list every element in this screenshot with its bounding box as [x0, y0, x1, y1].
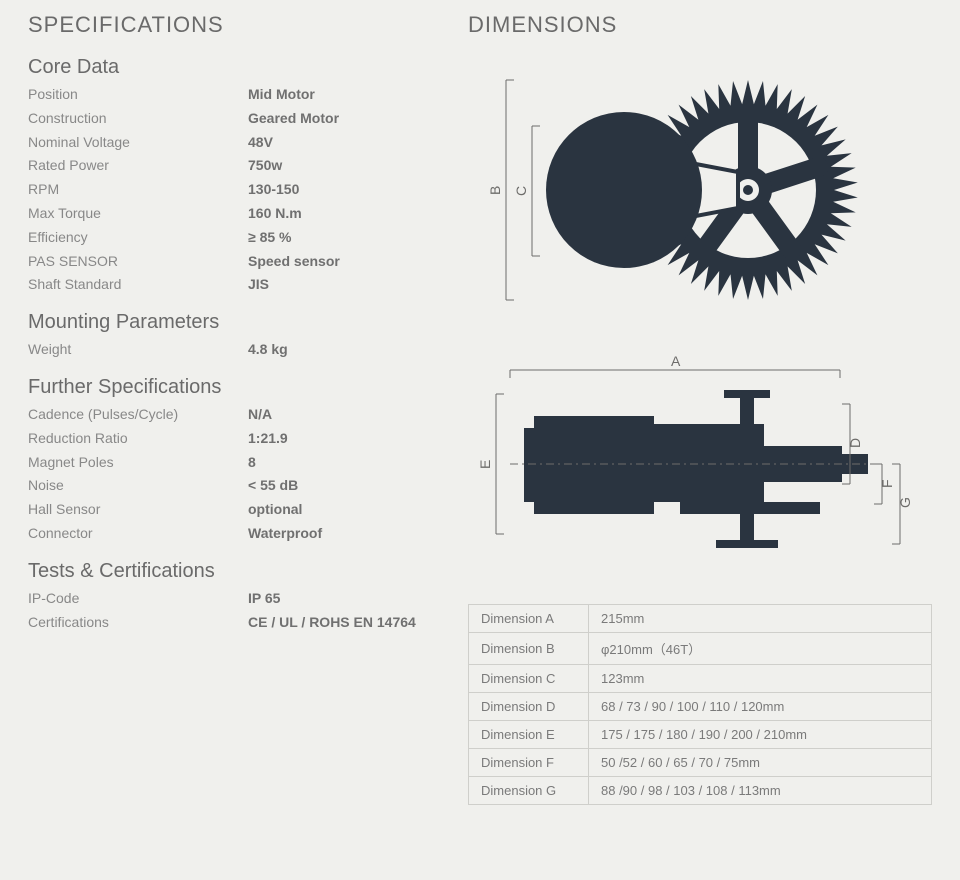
spec-value: Geared Motor: [248, 107, 438, 131]
spec-row: Shaft StandardJIS: [28, 273, 438, 297]
spec-label: Position: [28, 83, 248, 107]
svg-text:F: F: [879, 479, 895, 488]
spec-label: Magnet Poles: [28, 451, 248, 475]
spec-value: Mid Motor: [248, 83, 438, 107]
dim-value: 215mm: [589, 605, 932, 633]
svg-text:B: B: [490, 186, 503, 195]
mounting-heading: Mounting Parameters: [28, 311, 438, 334]
spec-label: IP-Code: [28, 587, 248, 611]
spec-label: Efficiency: [28, 226, 248, 250]
spec-row: Magnet Poles8: [28, 451, 438, 475]
spec-row: Cadence (Pulses/Cycle)N/A: [28, 403, 438, 427]
spec-label: Connector: [28, 522, 248, 546]
spec-value: < 55 dB: [248, 474, 438, 498]
dim-value: 68 / 73 / 90 / 100 / 110 / 120mm: [589, 693, 932, 721]
top-diagram: BC: [468, 56, 932, 324]
spec-label: Cadence (Pulses/Cycle): [28, 403, 248, 427]
table-row: Dimension F50 /52 / 60 / 65 / 70 / 75mm: [469, 749, 932, 777]
spec-label: Rated Power: [28, 154, 248, 178]
spec-row: PositionMid Motor: [28, 83, 438, 107]
dim-label: Dimension C: [469, 665, 589, 693]
spec-value: IP 65: [248, 587, 438, 611]
table-row: Dimension G88 /90 / 98 / 103 / 108 / 113…: [469, 777, 932, 805]
spec-row: CertificationsCE / UL / ROHS EN 14764: [28, 611, 438, 635]
dim-label: Dimension E: [469, 721, 589, 749]
table-row: Dimension C123mm: [469, 665, 932, 693]
spec-row: Weight4.8 kg: [28, 338, 438, 362]
spec-value: 8: [248, 451, 438, 475]
spec-label: Certifications: [28, 611, 248, 635]
svg-text:G: G: [897, 497, 913, 508]
dim-label: Dimension G: [469, 777, 589, 805]
spec-row: Nominal Voltage48V: [28, 131, 438, 155]
spec-label: Reduction Ratio: [28, 427, 248, 451]
table-row: Dimension E175 / 175 / 180 / 190 / 200 /…: [469, 721, 932, 749]
table-row: Dimension A215mm: [469, 605, 932, 633]
spec-value: Waterproof: [248, 522, 438, 546]
dim-label: Dimension D: [469, 693, 589, 721]
dimensions-column: DIMENSIONS BC AEDFG Dimension A215mm Dim…: [468, 12, 932, 805]
spec-row: Efficiency≥ 85 %: [28, 226, 438, 250]
spec-label: Construction: [28, 107, 248, 131]
spec-label: PAS SENSOR: [28, 250, 248, 274]
spec-label: RPM: [28, 178, 248, 202]
tests-heading: Tests & Certifications: [28, 560, 438, 583]
spec-row: ConstructionGeared Motor: [28, 107, 438, 131]
specifications-column: SPECIFICATIONS Core Data PositionMid Mot…: [28, 12, 438, 805]
dimensions-heading: DIMENSIONS: [468, 12, 932, 38]
dim-value: 123mm: [589, 665, 932, 693]
spec-label: Hall Sensor: [28, 498, 248, 522]
spec-value: 750w: [248, 154, 438, 178]
spec-row: Noise< 55 dB: [28, 474, 438, 498]
spec-row: Hall Sensoroptional: [28, 498, 438, 522]
dim-value: 50 /52 / 60 / 65 / 70 / 75mm: [589, 749, 932, 777]
dimension-table: Dimension A215mm Dimension Bφ210mm（46T） …: [468, 604, 932, 805]
spec-value: 1:21.9: [248, 427, 438, 451]
spec-value: 48V: [248, 131, 438, 155]
dim-value: 175 / 175 / 180 / 190 / 200 / 210mm: [589, 721, 932, 749]
spec-label: Weight: [28, 338, 248, 362]
dim-label: Dimension F: [469, 749, 589, 777]
table-row: Dimension Bφ210mm（46T）: [469, 633, 932, 665]
spec-row: RPM130-150: [28, 178, 438, 202]
dim-value: 88 /90 / 98 / 103 / 108 / 113mm: [589, 777, 932, 805]
spec-label: Shaft Standard: [28, 273, 248, 297]
further-heading: Further Specifications: [28, 376, 438, 399]
spec-value: ≥ 85 %: [248, 226, 438, 250]
spec-row: IP-CodeIP 65: [28, 587, 438, 611]
spec-value: 130-150: [248, 178, 438, 202]
spec-row: Reduction Ratio1:21.9: [28, 427, 438, 451]
spec-row: Rated Power750w: [28, 154, 438, 178]
spec-value: 160 N.m: [248, 202, 438, 226]
spec-row: ConnectorWaterproof: [28, 522, 438, 546]
table-row: Dimension D68 / 73 / 90 / 100 / 110 / 12…: [469, 693, 932, 721]
spec-label: Max Torque: [28, 202, 248, 226]
specifications-heading: SPECIFICATIONS: [28, 12, 438, 38]
spec-value: JIS: [248, 273, 438, 297]
spec-row: Max Torque160 N.m: [28, 202, 438, 226]
svg-text:D: D: [847, 438, 863, 448]
core-data-heading: Core Data: [28, 56, 438, 79]
spec-value: optional: [248, 498, 438, 522]
dim-label: Dimension A: [469, 605, 589, 633]
svg-text:A: A: [671, 354, 681, 369]
svg-text:C: C: [513, 186, 529, 196]
spec-value: N/A: [248, 403, 438, 427]
bottom-diagram: A E D FG: [468, 354, 932, 574]
spec-row: PAS SENSORSpeed sensor: [28, 250, 438, 274]
spec-value: Speed sensor: [248, 250, 438, 274]
spec-label: Noise: [28, 474, 248, 498]
dim-label: Dimension B: [469, 633, 589, 665]
spec-label: Nominal Voltage: [28, 131, 248, 155]
spec-value: CE / UL / ROHS EN 14764: [248, 611, 438, 635]
spec-value: 4.8 kg: [248, 338, 438, 362]
dim-value: φ210mm（46T）: [589, 633, 932, 665]
svg-text:E: E: [480, 460, 493, 469]
